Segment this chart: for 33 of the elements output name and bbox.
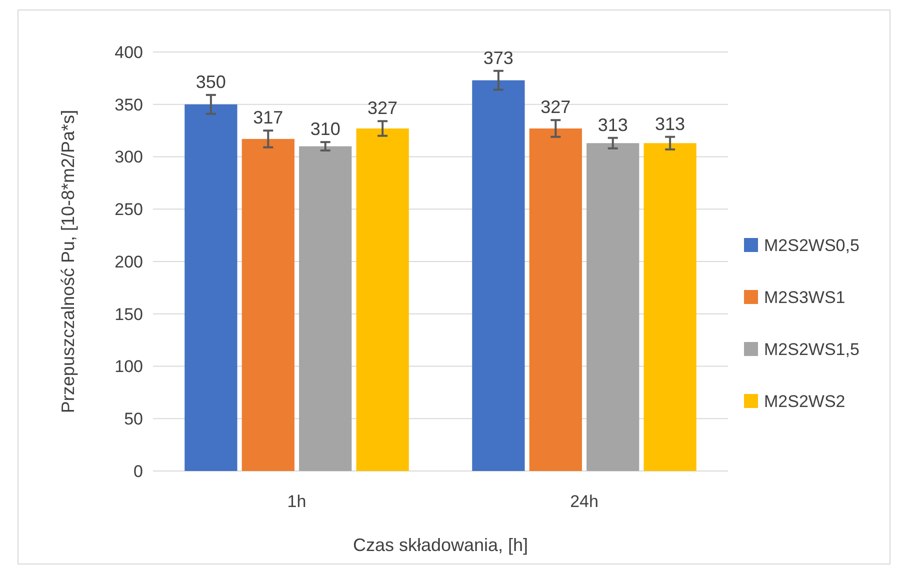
x-axis-title: Czas składowania, [h] bbox=[352, 535, 528, 555]
y-tick-label: 200 bbox=[114, 252, 143, 272]
legend-label: M2S3WS1 bbox=[764, 288, 846, 307]
bar bbox=[586, 143, 640, 471]
bar bbox=[644, 143, 696, 471]
legend-label: M2S2WS0,5 bbox=[764, 236, 860, 255]
y-tick-label: 0 bbox=[134, 462, 143, 481]
x-tick-label: 24h bbox=[570, 492, 598, 511]
y-axis-title: Przepuszczalność Pu, [10-8*m2/Pa*s] bbox=[58, 110, 78, 414]
data-label: 350 bbox=[196, 72, 226, 92]
bar bbox=[184, 104, 238, 471]
y-tick-label: 300 bbox=[114, 148, 143, 167]
y-tick-label: 400 bbox=[114, 42, 143, 62]
bar bbox=[242, 138, 294, 471]
data-label: 313 bbox=[655, 114, 686, 134]
legend-label: M2S2WS1,5 bbox=[764, 340, 860, 359]
data-label: 317 bbox=[253, 108, 284, 128]
legend-label: M2S2WS2 bbox=[764, 392, 846, 411]
y-tick-label: 50 bbox=[124, 410, 143, 429]
data-label: 310 bbox=[310, 119, 340, 140]
data-label: 327 bbox=[540, 97, 571, 118]
bar bbox=[299, 146, 352, 471]
bar bbox=[529, 128, 582, 471]
bar bbox=[472, 80, 525, 471]
y-tick-label: 250 bbox=[114, 200, 143, 220]
y-tick-label: 150 bbox=[114, 304, 143, 324]
y-tick-label: 100 bbox=[114, 357, 143, 376]
data-label: 373 bbox=[483, 48, 514, 68]
data-label: 327 bbox=[368, 98, 398, 118]
x-tick-label: 1h bbox=[287, 492, 306, 511]
y-tick-label: 350 bbox=[114, 95, 143, 114]
data-label: 313 bbox=[598, 114, 628, 135]
bar bbox=[356, 128, 409, 471]
